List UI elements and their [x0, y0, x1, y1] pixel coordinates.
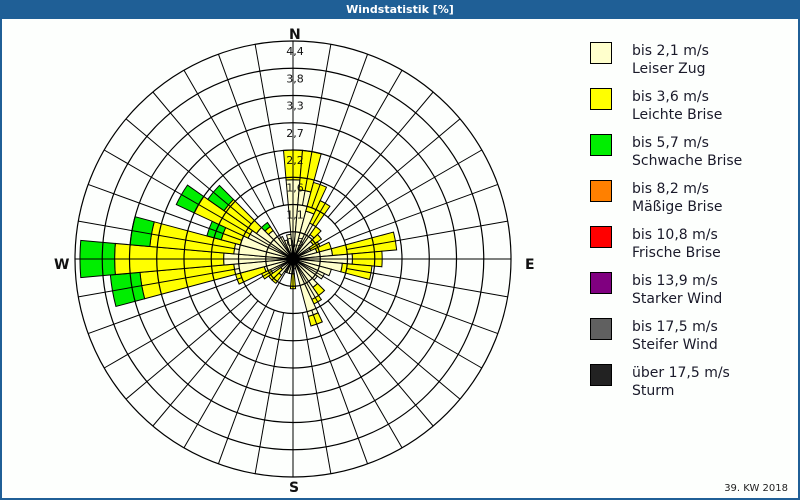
- wind-sector: [330, 231, 398, 257]
- grid-spoke: [346, 267, 508, 298]
- legend-swatch: [590, 88, 612, 110]
- wind-sector: [309, 199, 331, 228]
- wind-sector: [340, 262, 373, 281]
- grid-spoke: [334, 118, 461, 225]
- compass-north: N: [289, 27, 301, 43]
- grid-spoke: [254, 312, 285, 474]
- chart-title: Windstatistik [%]: [0, 0, 800, 19]
- grid-spoke: [87, 277, 242, 335]
- grid-spoke: [301, 44, 332, 206]
- grid-spoke: [292, 69, 403, 260]
- compass-west: W: [54, 257, 70, 273]
- wind-sector: [305, 181, 328, 215]
- legend-swatch: [590, 226, 612, 248]
- grid-spoke: [311, 310, 369, 465]
- grid-spoke: [311, 53, 369, 208]
- legend-label: bis 5,7 m/s Schwache Brise: [632, 135, 743, 169]
- grid-spoke: [78, 220, 240, 251]
- grid-spoke: [103, 258, 294, 369]
- ring-label: 2,7: [286, 127, 304, 140]
- grid-spoke: [87, 183, 242, 241]
- ring-label: 3,8: [286, 72, 304, 85]
- grid-spoke: [125, 118, 252, 225]
- wind-sector: [109, 271, 146, 308]
- legend-swatch: [590, 134, 612, 156]
- ring-label: 1,1: [286, 209, 304, 222]
- legend-label: bis 3,6 m/s Leichte Brise: [632, 89, 723, 123]
- grid-spoke: [152, 91, 259, 218]
- legend-label: bis 2,1 m/s Leiser Zug: [632, 43, 709, 77]
- grid-spoke: [152, 300, 259, 427]
- grid-spoke: [103, 149, 294, 260]
- grid-spoke: [327, 300, 434, 427]
- ring-label: 0,5: [286, 236, 304, 249]
- wind-sector: [309, 225, 322, 239]
- grid-spoke: [346, 220, 508, 251]
- grid-spoke: [301, 312, 332, 474]
- legend-label: bis 8,2 m/s Mäßige Brise: [632, 181, 723, 215]
- legend-swatch: [590, 42, 612, 64]
- legend-label: bis 13,9 m/s Starker Wind: [632, 273, 723, 307]
- grid-spoke: [327, 91, 434, 218]
- legend-swatch: [590, 318, 612, 340]
- compass-south: S: [289, 480, 300, 496]
- grid-spoke: [344, 183, 499, 241]
- grid-spoke: [292, 258, 483, 369]
- week-label: 39. KW 2018: [724, 483, 788, 494]
- legend-label: bis 17,5 m/s Steifer Wind: [632, 319, 718, 353]
- legend-swatch: [590, 180, 612, 202]
- grid-spoke: [344, 277, 499, 335]
- ring-label: 2,2: [286, 154, 304, 167]
- grid-spoke: [125, 293, 252, 400]
- ring-label: 3,3: [286, 100, 304, 113]
- wind-sector: [260, 221, 271, 232]
- grid-spoke: [292, 258, 403, 449]
- grid-spoke: [183, 69, 294, 260]
- compass-east: E: [525, 257, 535, 273]
- ring-label: 4,4: [286, 45, 304, 58]
- legend-label: bis 10,8 m/s Frische Brise: [632, 227, 721, 261]
- ring-label: 1,6: [286, 181, 304, 194]
- legend-label: über 17,5 m/s Sturm: [632, 365, 730, 399]
- grid-spoke: [217, 310, 275, 465]
- wind-sector: [309, 233, 323, 246]
- grid-spoke: [78, 267, 240, 298]
- grid-spoke: [254, 44, 285, 206]
- grid-spoke: [292, 149, 483, 260]
- wind-sector: [285, 233, 294, 260]
- legend-swatch: [590, 272, 612, 294]
- legend-swatch: [590, 364, 612, 386]
- grid-spoke: [183, 258, 294, 449]
- grid-spoke: [217, 53, 275, 208]
- grid-spoke: [334, 293, 461, 400]
